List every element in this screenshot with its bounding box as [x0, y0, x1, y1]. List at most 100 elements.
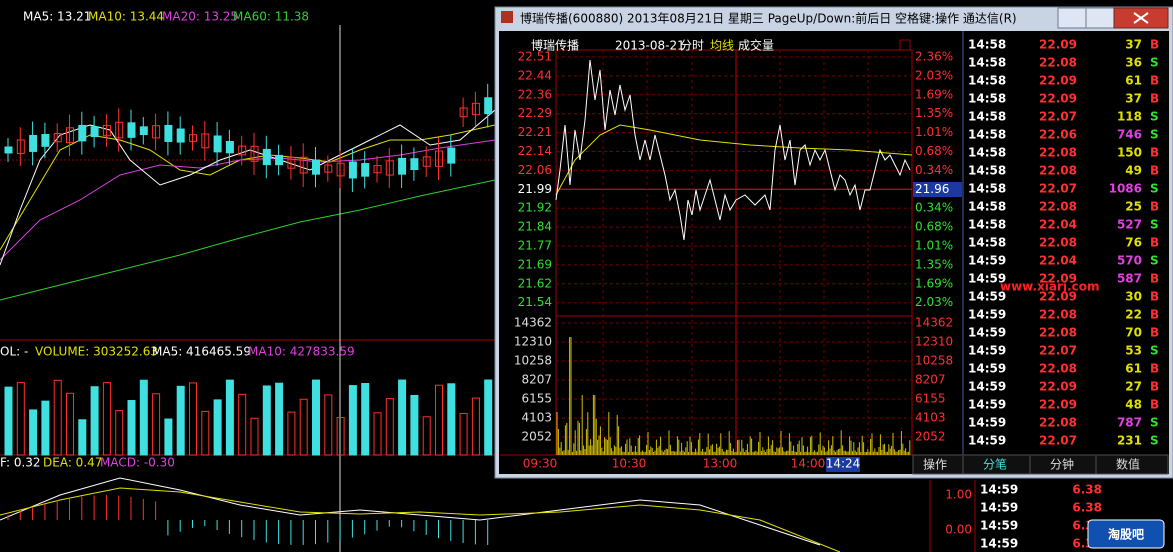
volume-bar	[102, 382, 111, 456]
tick-volume: 30	[1125, 290, 1142, 304]
tick-volume: 22	[1125, 308, 1142, 322]
tick-time: 14:59	[968, 272, 1006, 286]
tick-time: 14:59	[980, 501, 1018, 515]
indicator-label: MA5: 416465.59	[152, 345, 251, 359]
window-body	[499, 31, 1169, 474]
volume-bar	[127, 400, 136, 456]
volume-label: 6155	[915, 392, 946, 406]
price-label: 22.06	[518, 163, 552, 177]
candle-body	[348, 161, 357, 179]
candle-body	[102, 124, 111, 137]
price-label: 21.54	[518, 295, 552, 309]
percent-label: 0.34%	[915, 163, 953, 177]
candle-body	[262, 148, 271, 166]
tab[interactable]: 分钟	[1050, 457, 1074, 472]
candle-body	[275, 154, 284, 166]
volume-bar	[90, 386, 99, 456]
tick-price: 22.04	[1039, 254, 1077, 268]
tab[interactable]: 分笔	[983, 457, 1007, 472]
candle-body	[336, 162, 345, 177]
tick-price: 22.09	[1039, 398, 1077, 412]
percent-label: 0.68%	[915, 144, 953, 158]
price-label: 21.92	[518, 201, 552, 215]
candle-body	[422, 156, 431, 167]
candle-body	[176, 128, 185, 143]
tick-side: S	[1150, 344, 1159, 358]
tick-time: 14:59	[968, 362, 1006, 376]
volume-label: 4103	[915, 411, 946, 425]
tick-volume: 48	[1125, 398, 1142, 412]
tick-volume: 150	[1117, 146, 1142, 160]
volume-bar	[238, 393, 247, 456]
tick-volume: 527	[1117, 218, 1142, 232]
candle-body	[238, 145, 247, 156]
percent-label: 2.03%	[915, 295, 953, 309]
popup-window[interactable]: 博瑞传播(600880) 2013年08月21日 星期三 PageUp/Down…	[494, 6, 1173, 479]
candle-body	[189, 134, 197, 142]
indicator-label: MA10: 13.44	[88, 10, 164, 24]
tick-price: 22.08	[1039, 362, 1077, 376]
tick-price: 6.38	[1072, 501, 1102, 515]
price-label: 22.14	[518, 144, 552, 158]
volume-bar	[152, 393, 161, 456]
price-label: 22.29	[518, 106, 552, 120]
volume-bar	[471, 397, 480, 456]
price-label: 22.44	[518, 68, 552, 82]
candle-body	[225, 141, 234, 154]
tick-price: 6.38	[1072, 483, 1102, 497]
time-label: 14:24	[826, 457, 861, 471]
volume-bar	[176, 385, 185, 456]
tick-time: 14:59	[968, 398, 1006, 412]
ma20-line	[0, 139, 496, 261]
tick-side: S	[1150, 254, 1159, 268]
volume-bar	[324, 394, 333, 456]
chart-header: 2013-08-21	[615, 39, 685, 53]
volume-label: 6155	[521, 392, 552, 406]
price-label: 22.51	[518, 50, 552, 64]
tick-volume: 787	[1117, 416, 1142, 430]
tab[interactable]: 操作	[923, 457, 947, 472]
indicator-label: MA20: 13.25	[162, 10, 238, 24]
tick-time: 14:58	[968, 236, 1006, 250]
tick-price: 22.08	[1039, 308, 1077, 322]
tick-side: B	[1150, 236, 1159, 250]
candle-body	[201, 133, 210, 149]
tick-time: 14:59	[968, 326, 1006, 340]
tick-price: 22.04	[1039, 218, 1077, 232]
tab[interactable]: 数值	[1116, 457, 1140, 472]
candle-body	[115, 121, 124, 139]
tick-price: 22.09	[1039, 92, 1077, 106]
candle-body	[78, 124, 87, 142]
tick-side: B	[1150, 200, 1159, 214]
tick-time: 14:58	[968, 38, 1006, 52]
chart-header: 均线	[710, 39, 734, 53]
tick-time: 14:59	[968, 416, 1006, 430]
price-label: 22.36	[518, 87, 552, 101]
candle-body	[447, 147, 456, 164]
volume-bar	[484, 379, 493, 456]
volume-bars	[556, 337, 911, 455]
volume-bar	[4, 386, 13, 456]
tick-side: S	[1150, 56, 1159, 70]
candle-body	[250, 145, 259, 162]
indicator-label: MA5: 13.21	[23, 10, 91, 24]
maximize-button[interactable]	[1085, 7, 1115, 29]
volume-bar	[139, 379, 148, 456]
prev-close-box	[913, 182, 962, 197]
tick-volume: 53	[1125, 344, 1142, 358]
tick-price: 22.08	[1039, 416, 1077, 430]
price-label: 21.99	[518, 182, 552, 196]
axis-label: 1.00	[945, 488, 972, 502]
indicator-label: MACD: -0.30	[100, 456, 175, 470]
tick-price: 22.09	[1039, 272, 1077, 286]
percent-label: 1.69%	[915, 87, 953, 101]
minimize-button[interactable]	[1057, 7, 1087, 29]
ma60-line	[0, 179, 496, 301]
watermark-logo: 淘股吧	[1108, 527, 1144, 542]
volume-bar	[78, 419, 87, 456]
indicator-label: MA60: 11.38	[233, 10, 309, 24]
tick-volume: 27	[1125, 380, 1142, 394]
volume-bar	[447, 383, 456, 456]
tick-volume: 36	[1125, 56, 1142, 70]
